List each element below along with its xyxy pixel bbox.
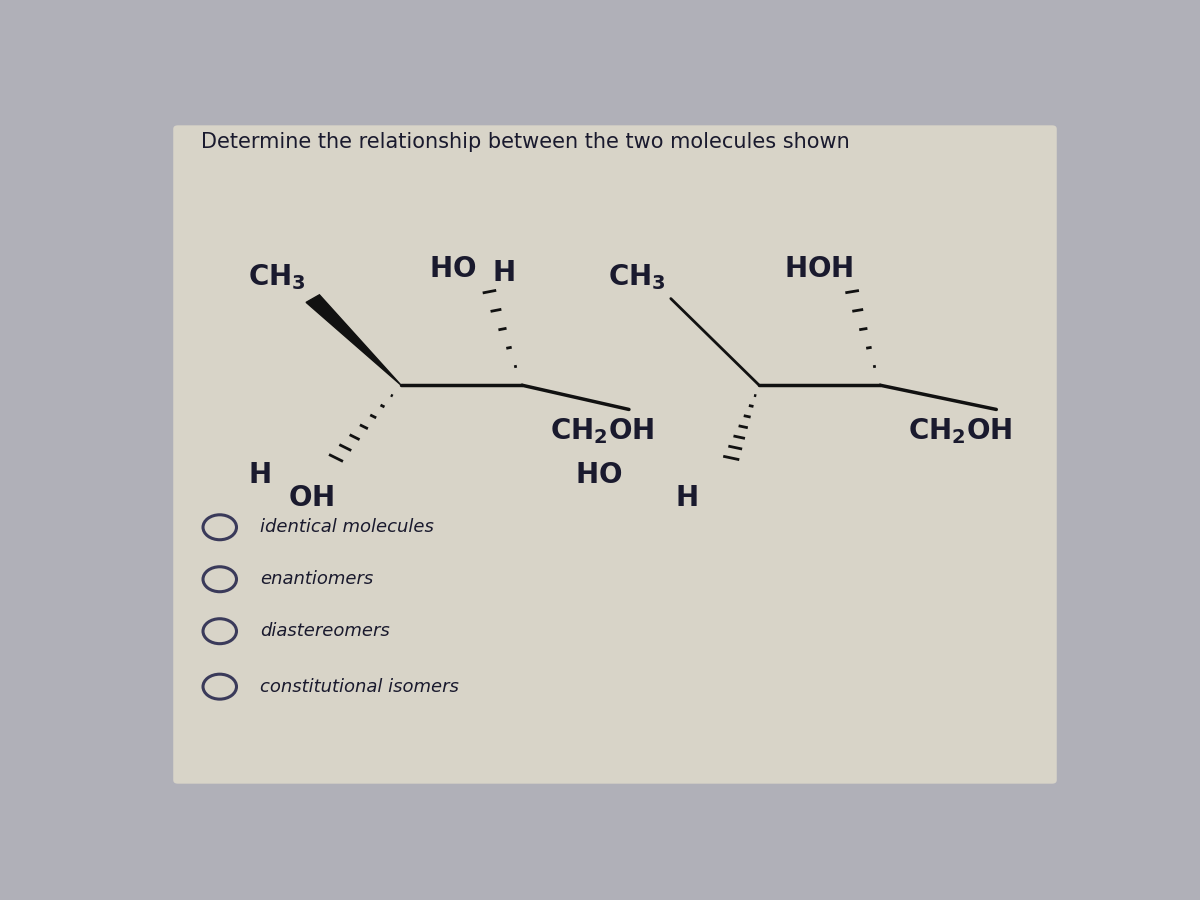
Text: Determine the relationship between the two molecules shown: Determine the relationship between the t… — [202, 132, 850, 152]
Text: enantiomers: enantiomers — [259, 571, 373, 589]
Text: $\mathbf{CH_3}$: $\mathbf{CH_3}$ — [608, 262, 666, 292]
Text: $\mathbf{CH_2OH}$: $\mathbf{CH_2OH}$ — [908, 417, 1013, 446]
Text: $\mathbf{OH}$: $\mathbf{OH}$ — [288, 484, 334, 512]
FancyBboxPatch shape — [173, 125, 1057, 784]
Text: diastereomers: diastereomers — [259, 622, 390, 640]
Text: $\mathbf{CH_3}$: $\mathbf{CH_3}$ — [247, 262, 306, 292]
Text: $\mathbf{H}$: $\mathbf{H}$ — [492, 259, 515, 287]
Text: $\mathbf{HO}$: $\mathbf{HO}$ — [430, 255, 476, 283]
Text: $\mathbf{CH_2OH}$: $\mathbf{CH_2OH}$ — [550, 417, 654, 446]
Text: $\mathbf{HOH}$: $\mathbf{HOH}$ — [785, 255, 853, 283]
Text: $\mathbf{HO}$: $\mathbf{HO}$ — [575, 462, 623, 490]
Polygon shape — [306, 295, 401, 385]
Text: $\mathbf{H}$: $\mathbf{H}$ — [676, 484, 698, 512]
Text: identical molecules: identical molecules — [259, 518, 433, 536]
Text: constitutional isomers: constitutional isomers — [259, 678, 458, 696]
Text: $\mathbf{H}$: $\mathbf{H}$ — [248, 462, 271, 490]
